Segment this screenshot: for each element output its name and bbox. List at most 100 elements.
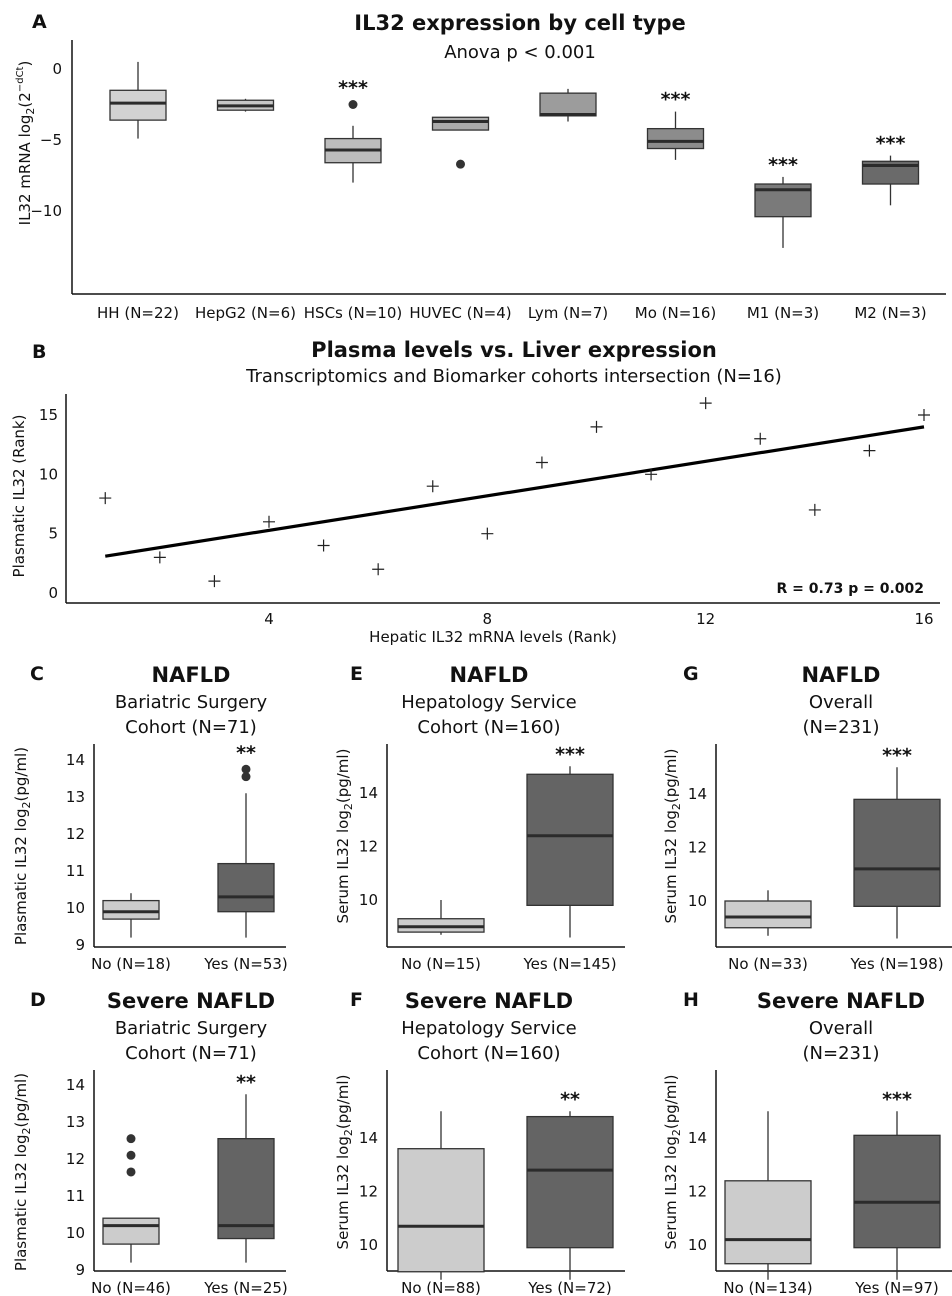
chart-subtitle: Transcriptomics and Biomarker cohorts in…: [245, 366, 782, 387]
y-label-text: (pg/ml): [662, 1075, 680, 1130]
x-category-label: Yes (N=198): [849, 955, 943, 973]
outlier-point: [456, 159, 465, 169]
significance-label: ***: [661, 89, 691, 111]
y-tick-label: 14: [688, 785, 707, 803]
x-tick-label: 8: [483, 610, 493, 628]
box-1: ***: [853, 744, 941, 939]
x-tick-label: 4: [264, 610, 274, 628]
chart-title: IL32 expression by cell type: [354, 11, 685, 35]
box-0: [397, 900, 485, 935]
x-category-label: No (N=15): [401, 955, 481, 973]
data-point: [317, 539, 330, 552]
box-rect: [217, 1138, 275, 1240]
x-category-label: HUVEC (N=4): [409, 304, 511, 322]
y-axis-label: Serum IL32 log2(pg/ml): [662, 1075, 683, 1250]
chart-subtitle: Overall: [809, 692, 873, 713]
box-0: [102, 893, 160, 938]
box-1: ***: [853, 1088, 941, 1280]
x-category-label: Yes (N=25): [203, 1279, 288, 1296]
box-6: ***: [754, 154, 812, 248]
significance-label: **: [560, 1088, 580, 1110]
box-rect: [102, 1217, 160, 1245]
y-tick-label: 14: [359, 1129, 378, 1147]
x-category-label: Yes (N=97): [854, 1279, 939, 1296]
y-axis-label: Plasmatic IL32 (Rank): [10, 415, 28, 578]
y-tick-label: 0: [48, 584, 58, 602]
box-0: [724, 890, 812, 936]
box-rect: [724, 900, 812, 929]
y-label-text: (pg/ml): [12, 747, 30, 802]
y-axis-label: Serum IL32 log2(pg/ml): [334, 749, 355, 924]
data-point: [535, 456, 548, 469]
y-tick-label: −10: [30, 202, 62, 220]
y-tick-label: 12: [66, 1150, 85, 1168]
y-tick-label: 10: [39, 465, 58, 483]
x-category-label: No (N=46): [91, 1279, 171, 1296]
chart-subtitle: (N=231): [803, 1043, 880, 1064]
y-tick-label: −5: [40, 131, 62, 149]
y-label-text: Serum IL32 log: [662, 810, 680, 923]
data-point: [863, 444, 876, 457]
chart-subtitle: Anova p < 0.001: [444, 42, 596, 63]
box-rect: [853, 798, 941, 907]
chart-title: Plasma levels vs. Liver expression: [311, 338, 717, 362]
y-tick-label: 10: [66, 1224, 85, 1242]
chart-subtitle: Cohort (N=160): [417, 1043, 560, 1064]
x-category-label: Yes (N=53): [203, 955, 288, 973]
y-axis-label: Serum IL32 log2(pg/ml): [662, 749, 683, 924]
significance-label: ***: [882, 1088, 912, 1110]
x-tick-label: 16: [914, 610, 933, 628]
chart-title: NAFLD: [450, 663, 529, 687]
y-label-text: IL32 mRNA log: [16, 115, 34, 226]
y-tick-label: 14: [359, 784, 378, 802]
y-tick-label: 13: [66, 788, 85, 806]
regression-line: [105, 425, 925, 558]
outlier-point: [241, 764, 251, 774]
outlier-point: [126, 1150, 136, 1160]
box-7: ***: [861, 133, 920, 206]
y-tick-label: 5: [48, 525, 58, 543]
y-tick-label: 0: [52, 60, 62, 78]
chart-subtitle: Overall: [809, 1018, 873, 1039]
x-category-label: Yes (N=72): [527, 1279, 612, 1296]
chart-subtitle: Cohort (N=71): [125, 1043, 257, 1064]
y-label-subscript: 2: [20, 1128, 33, 1135]
x-category-label: Lym (N=7): [528, 304, 608, 322]
significance-label: ***: [555, 743, 585, 765]
box-rect: [526, 1115, 614, 1249]
data-point: [754, 432, 767, 445]
y-tick-label: 10: [359, 1236, 378, 1254]
y-axis-label: Plasmatic IL32 log2(pg/ml): [12, 1073, 33, 1271]
panel-label: F: [350, 989, 363, 1011]
x-category-label: Mo (N=16): [635, 304, 716, 322]
data-point: [426, 480, 439, 493]
y-tick-label: 9: [75, 936, 85, 954]
outlier-point: [126, 1134, 136, 1144]
box-rect: [539, 92, 597, 117]
box-rect: [646, 127, 705, 150]
box-rect: [853, 1134, 941, 1249]
y-tick-label: 11: [66, 1187, 85, 1205]
box-rect: [724, 1180, 812, 1265]
y-label-text: (pg/ml): [334, 1075, 352, 1130]
y-tick-label: 10: [688, 892, 707, 910]
box-rect: [109, 89, 167, 121]
chart-subtitle: Bariatric Surgery: [115, 692, 268, 713]
panel-label: D: [30, 989, 46, 1011]
y-label-text: Plasmatic IL32 log: [12, 809, 30, 946]
panel-label: G: [683, 663, 699, 685]
box-1: [216, 98, 275, 112]
significance-label: ***: [338, 77, 368, 99]
x-category-label: M2 (N=3): [854, 304, 926, 322]
chart-title: Severe NAFLD: [107, 989, 275, 1013]
chart-subtitle: Cohort (N=160): [417, 717, 560, 738]
chart-subtitle: Hepatology Service: [401, 1018, 576, 1039]
x-category-label: HepG2 (N=6): [195, 304, 296, 322]
y-label-text: (pg/ml): [662, 749, 680, 804]
x-category-label: M1 (N=3): [747, 304, 819, 322]
significance-label: ***: [876, 133, 906, 155]
y-label-subscript: 2: [670, 803, 683, 810]
data-point: [808, 503, 821, 516]
y-tick-label: 14: [66, 1076, 85, 1094]
